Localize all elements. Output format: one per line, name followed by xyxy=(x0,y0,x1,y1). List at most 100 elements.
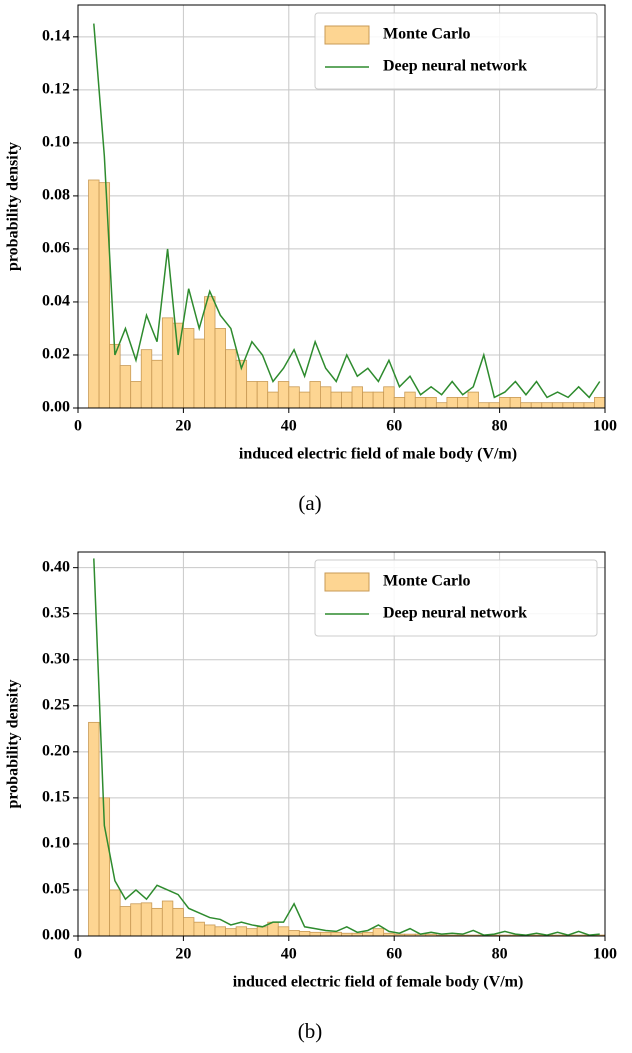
histogram-bar xyxy=(372,928,385,937)
y-tick-label: 0.30 xyxy=(42,650,70,667)
histogram-bar xyxy=(351,386,363,409)
legend-label: Deep neural network xyxy=(383,605,527,622)
histogram-bar xyxy=(435,402,448,409)
histogram-bar xyxy=(404,391,416,409)
legend: Monte Carlo Deep neural network xyxy=(314,12,598,90)
histogram-bar xyxy=(130,381,142,409)
plot-frame xyxy=(77,551,606,937)
x-tick-label: 100 xyxy=(593,946,617,963)
histogram-bar xyxy=(362,931,374,937)
histogram-bar xyxy=(572,402,585,409)
x-tick-label: 40 xyxy=(281,946,297,963)
y-tick-label: 0.20 xyxy=(42,742,70,759)
x-tick-label: 60 xyxy=(386,946,402,963)
histogram-bar xyxy=(140,349,153,409)
histogram-bar xyxy=(457,396,469,409)
x-tick-label: 0 xyxy=(74,946,82,963)
x-tick-label: 60 xyxy=(386,418,402,435)
y-tick-label: 0.00 xyxy=(42,399,70,416)
y-tick-label: 0.06 xyxy=(42,240,70,257)
histogram-bar xyxy=(130,903,142,937)
histogram-bar xyxy=(88,179,100,409)
histogram-bar xyxy=(414,396,427,409)
y-axis-label: probability density xyxy=(5,679,22,808)
histogram-bar xyxy=(341,391,353,409)
legend-label: Monte Carlo xyxy=(383,573,471,590)
histogram-bar xyxy=(182,917,195,937)
histogram-bar xyxy=(562,402,574,409)
histogram-bar xyxy=(594,396,606,409)
histogram-bar xyxy=(267,391,279,409)
x-tick-label: 80 xyxy=(492,418,508,435)
legend-swatch xyxy=(324,572,370,592)
legend-box xyxy=(314,559,598,637)
histogram-bar xyxy=(88,721,100,937)
y-tick-label: 0.10 xyxy=(42,835,70,852)
x-axis-label: induced electric field of male body (V/m… xyxy=(239,446,517,463)
histogram-bar xyxy=(330,391,342,409)
x-tick-label: 20 xyxy=(175,418,191,435)
histogram-bar xyxy=(109,889,121,937)
y-tick-label: 0.35 xyxy=(42,604,70,621)
line-series xyxy=(93,23,601,399)
histogram-bar xyxy=(551,402,564,409)
histogram-bar xyxy=(446,396,458,409)
histogram-bar xyxy=(288,386,300,409)
legend: Monte Carlo Deep neural network xyxy=(314,559,598,637)
histogram-bar xyxy=(277,926,290,937)
histogram-bar xyxy=(372,391,385,409)
legend-box xyxy=(314,12,598,90)
x-tick-label: 100 xyxy=(593,418,617,435)
y-tick-label: 0.14 xyxy=(42,27,70,44)
histogram-bar xyxy=(520,402,532,409)
x-tick-label: 80 xyxy=(492,946,508,963)
histogram-bar xyxy=(320,931,332,937)
histogram-bar xyxy=(225,928,237,937)
y-tick-label: 0.10 xyxy=(42,134,70,151)
caption: (b) xyxy=(298,1019,323,1043)
histogram-bar xyxy=(119,906,132,937)
histogram-bar xyxy=(151,907,163,937)
histogram-bar xyxy=(467,391,479,409)
line-series xyxy=(93,558,600,936)
histogram-bar xyxy=(172,907,184,937)
histogram-bar xyxy=(330,931,342,937)
y-tick-label: 0.40 xyxy=(42,558,70,575)
histogram-bar xyxy=(541,402,553,409)
histogram-bar xyxy=(182,328,195,409)
histogram-bar xyxy=(298,930,311,937)
histogram-bar xyxy=(214,926,226,937)
histogram-bar xyxy=(309,381,321,409)
histogram-bar xyxy=(204,924,216,937)
histogram-bar xyxy=(488,402,500,409)
plot-frame xyxy=(77,4,606,409)
y-tick-label: 0.12 xyxy=(42,81,70,98)
x-tick-label: 0 xyxy=(74,418,82,435)
y-tick-label: 0.08 xyxy=(42,187,70,204)
histogram-bar xyxy=(309,931,321,937)
histogram-bar xyxy=(151,359,163,409)
histogram-bar xyxy=(204,296,216,409)
y-tick-label: 0.02 xyxy=(42,346,70,363)
y-tick-label: 0.00 xyxy=(42,927,70,944)
histogram-bar xyxy=(383,386,395,409)
histogram-bar xyxy=(225,349,237,409)
histogram-bar xyxy=(193,338,205,409)
legend-label: Deep neural network xyxy=(383,58,527,75)
x-tick-label: 40 xyxy=(281,418,297,435)
histogram-bar xyxy=(499,396,511,409)
legend-swatch xyxy=(324,25,370,45)
histogram-bar xyxy=(246,381,258,409)
y-tick-label: 0.25 xyxy=(42,696,70,713)
histogram-bar xyxy=(161,317,174,409)
histogram-bar xyxy=(161,900,174,937)
histogram-bar xyxy=(425,396,437,409)
histogram-bar xyxy=(362,391,374,409)
y-axis-label: probability density xyxy=(5,142,22,271)
histogram-bar xyxy=(256,381,269,409)
histogram-bar xyxy=(193,921,205,937)
histogram-bar xyxy=(288,930,300,937)
caption: (a) xyxy=(298,491,321,515)
